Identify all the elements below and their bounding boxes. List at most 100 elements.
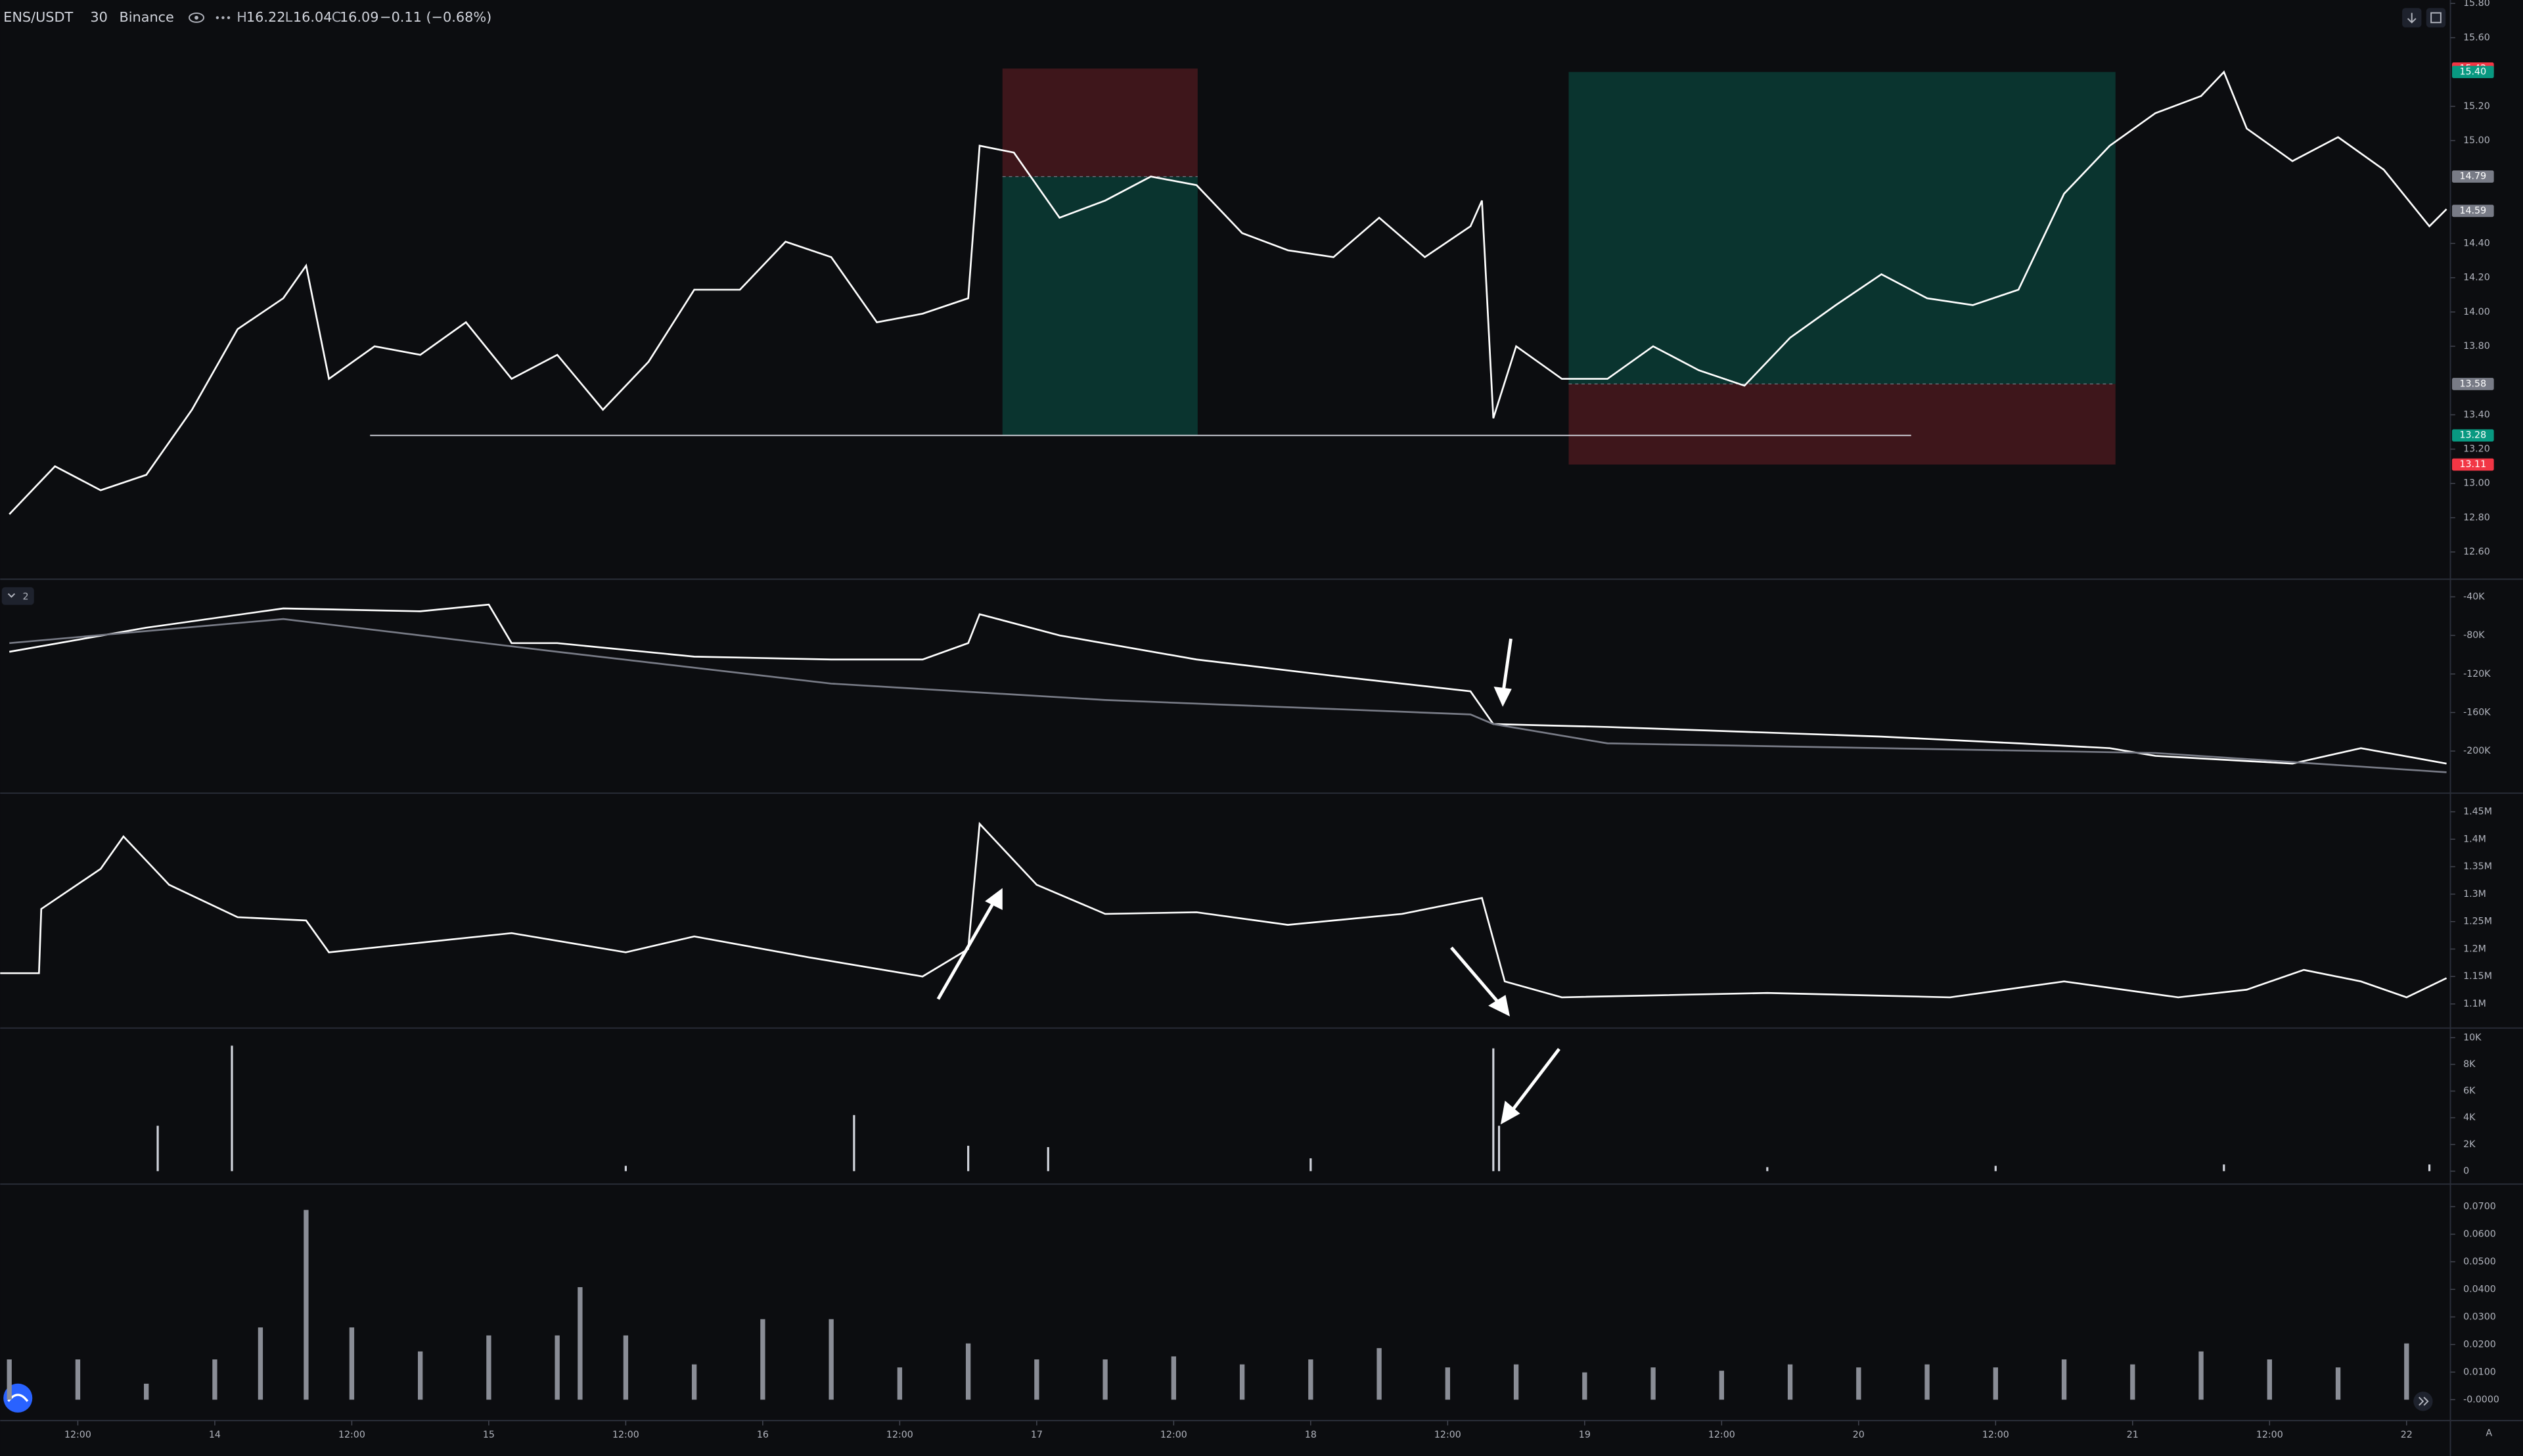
bar — [2267, 1359, 2272, 1400]
y-tick-label: 0.0300 — [2463, 1311, 2496, 1322]
bar — [1492, 1048, 1495, 1172]
bar — [829, 1319, 834, 1400]
y-tick-label: 13.20 — [2463, 444, 2490, 455]
bar — [1787, 1364, 1793, 1400]
scroll-right-button[interactable] — [2413, 1392, 2433, 1411]
y-tick-label: 0.0100 — [2463, 1367, 2496, 1377]
download-button[interactable] — [2402, 8, 2422, 28]
y-tick-label: 15.00 — [2463, 135, 2490, 146]
y-tick-label: 1.4M — [2463, 834, 2486, 844]
y-tick-label: 0.0600 — [2463, 1229, 2496, 1239]
drawings — [1002, 68, 2116, 465]
bar — [144, 1383, 149, 1400]
exchange: Binance — [119, 9, 173, 25]
auto-icon: A — [2486, 1428, 2492, 1439]
bar — [965, 1343, 971, 1400]
bar — [1856, 1367, 1861, 1400]
x-tick-label: 12:00 — [886, 1430, 913, 1440]
x-tick-label: 12:00 — [64, 1430, 91, 1440]
y-tick-label: 1.1M — [2463, 999, 2486, 1009]
bar — [760, 1319, 765, 1400]
arrowhead — [1488, 995, 1511, 1017]
y-tick-label: -160K — [2463, 707, 2491, 717]
auto-scale-button[interactable]: A — [2486, 1428, 2492, 1439]
bar — [1309, 1158, 1312, 1172]
arrowhead — [985, 888, 1003, 910]
y-tick-label: -80K — [2463, 630, 2485, 641]
bar — [2335, 1367, 2341, 1400]
bar — [1308, 1359, 1313, 1400]
bar — [1445, 1367, 1451, 1400]
x-tick-label: 12:00 — [338, 1430, 365, 1440]
price-label-box — [2451, 429, 2494, 442]
y-tick-label: 1.25M — [2463, 917, 2492, 927]
more-icon[interactable] — [216, 16, 231, 20]
visibility-icon[interactable] — [189, 12, 205, 23]
y-tick-label: 0.0700 — [2463, 1201, 2496, 1212]
interval[interactable]: 30 — [90, 9, 107, 25]
y-tick-label: 1.45M — [2463, 807, 2492, 817]
bar — [258, 1327, 263, 1400]
bar — [2130, 1364, 2135, 1400]
y-tick-label: 0.0400 — [2463, 1284, 2496, 1294]
symbol[interactable]: ENS/USDT — [3, 9, 73, 25]
bar — [1924, 1364, 1930, 1400]
bar — [897, 1367, 903, 1400]
x-tick-label: 18 — [1305, 1430, 1317, 1440]
y-tick-label: 4K — [2463, 1112, 2476, 1123]
series-line — [9, 70, 2447, 515]
y-tick-label: 12.80 — [2463, 512, 2490, 523]
annotation-arrows — [936, 638, 1560, 1125]
ohlc-value: 16.22 — [246, 9, 286, 25]
arrow — [1511, 1048, 1560, 1112]
y-tick-label: 1.2M — [2463, 944, 2486, 954]
price-label-box — [2451, 458, 2494, 471]
price-label-box — [2451, 378, 2494, 390]
price-label-box — [2451, 66, 2494, 78]
target-zone — [1568, 72, 2116, 384]
bar — [1239, 1364, 1245, 1400]
series-line — [9, 618, 2447, 773]
y-tick-label: 13.00 — [2463, 478, 2490, 489]
bar — [2061, 1359, 2067, 1400]
bar — [1994, 1166, 1997, 1172]
x-tick-label: 12:00 — [1708, 1430, 1735, 1440]
y-tick-label: 13.80 — [2463, 341, 2490, 352]
x-tick-label: 22 — [2401, 1430, 2413, 1440]
bar — [624, 1166, 627, 1172]
x-tick-label: 21 — [2127, 1430, 2139, 1440]
bar — [1171, 1356, 1177, 1400]
bar — [349, 1327, 355, 1400]
pane-toggle[interactable]: 2 — [1, 587, 34, 605]
bar — [1650, 1367, 1656, 1400]
y-tick-label: 2K — [2463, 1139, 2476, 1150]
bar — [2428, 1164, 2431, 1172]
arrow — [1450, 946, 1501, 1005]
price-label: 13.11 — [2459, 459, 2486, 470]
bar — [691, 1364, 697, 1400]
pane-count: 2 — [23, 591, 29, 602]
y-tick-label: 14.20 — [2463, 273, 2490, 283]
y-tick-label: 1.3M — [2463, 889, 2486, 899]
bar — [578, 1287, 583, 1400]
arrowhead — [1493, 687, 1512, 707]
ohlc-value: 16.04 — [293, 9, 332, 25]
x-tick-label: 12:00 — [2256, 1430, 2283, 1440]
bar — [2198, 1351, 2204, 1400]
bar — [2223, 1164, 2225, 1172]
bar — [1719, 1371, 1725, 1400]
series-line — [9, 603, 2447, 765]
x-tick-label: 17 — [1031, 1430, 1043, 1440]
price-label-box — [2451, 170, 2494, 183]
bar — [417, 1351, 423, 1400]
y-tick-label: 15.20 — [2463, 101, 2490, 112]
bar — [1993, 1367, 1998, 1400]
y-tick-label: -200K — [2463, 746, 2491, 756]
x-tick-label: 20 — [1853, 1430, 1865, 1440]
change: −0.11 (−0.68%) — [380, 9, 491, 25]
bar — [1047, 1147, 1049, 1172]
fullscreen-button[interactable] — [2426, 8, 2446, 28]
y-tick-label: -0.0000 — [2463, 1394, 2499, 1405]
y-tick-label: 0.0200 — [2463, 1339, 2496, 1350]
